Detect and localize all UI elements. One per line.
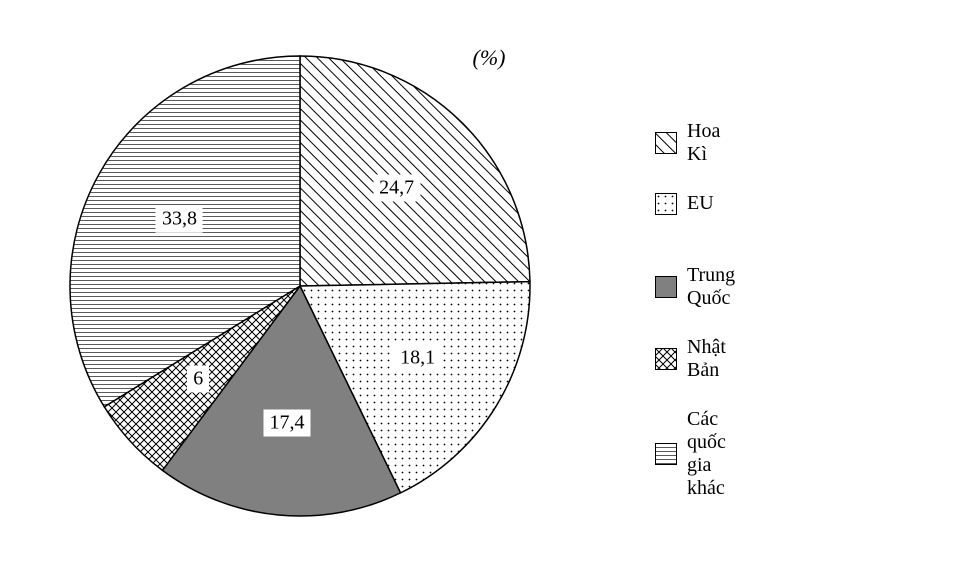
legend-item-eu: EU	[655, 192, 714, 215]
slice-value-nhat_ban: 6	[187, 366, 209, 393]
legend-label-eu: EU	[687, 192, 714, 215]
legend-item-hoa_ki: Hoa Kì	[655, 120, 720, 166]
legend-label-khac: Các quốc gia khác	[687, 408, 726, 500]
legend-label-trung_quoc: Trung Quốc	[687, 264, 735, 310]
legend-item-nhat_ban: Nhật Bản	[655, 336, 726, 382]
legend-item-trung_quoc: Trung Quốc	[655, 264, 735, 310]
slice-value-khac: 33,8	[156, 205, 203, 232]
legend-swatch-eu	[655, 193, 677, 215]
legend-swatch-hoa_ki	[655, 132, 677, 154]
legend-swatch-khac	[655, 443, 677, 465]
legend-label-hoa_ki: Hoa Kì	[687, 120, 720, 166]
unit-label: (%)	[473, 45, 506, 71]
legend-swatch-nhat_ban	[655, 348, 677, 370]
legend-label-nhat_ban: Nhật Bản	[687, 336, 726, 382]
pie-chart	[0, 0, 980, 577]
legend-swatch-trung_quoc	[655, 276, 677, 298]
chart-stage: (%) 24,7 18,1 17,4 6 33,8 Hoa Kì EU Trung Quốc…	[0, 0, 980, 572]
slice-value-trung_quoc: 17,4	[264, 410, 311, 437]
legend-item-khac: Các quốc gia khác	[655, 408, 726, 500]
pie-slice-hoa_ki	[300, 56, 530, 286]
slice-value-eu: 18,1	[394, 345, 441, 372]
slice-value-hoa_ki: 24,7	[373, 174, 420, 201]
